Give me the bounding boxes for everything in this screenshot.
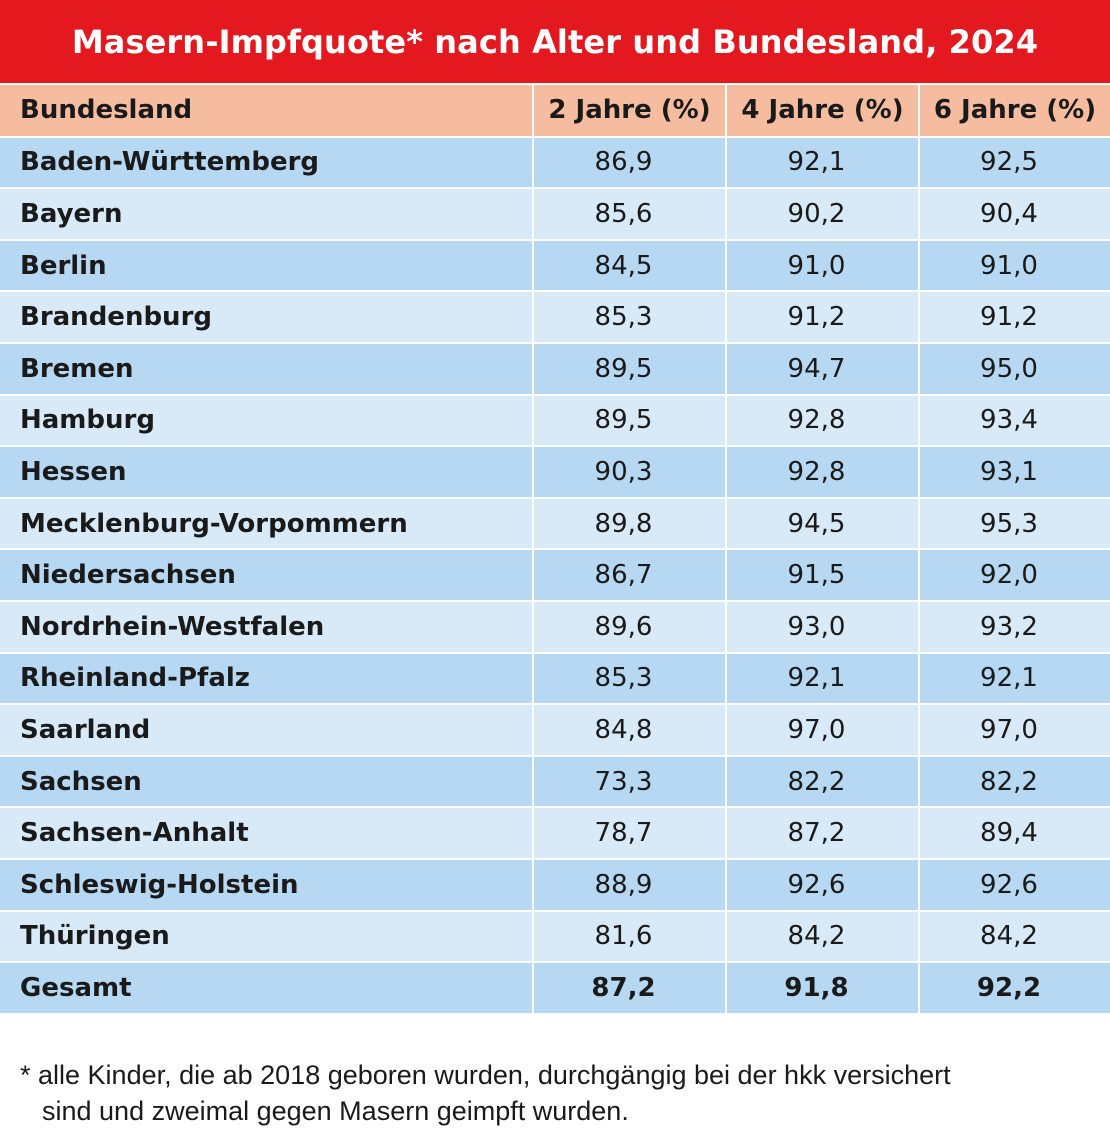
column-header-bundesland: Bundesland <box>0 85 534 138</box>
cell-total-v2: 87,2 <box>533 962 727 1015</box>
cell-bundesland: Sachsen <box>0 755 534 809</box>
cell-bundesland: Niedersachsen <box>0 549 534 602</box>
cell-value-v6: 92,0 <box>919 549 1110 602</box>
cell-value-v4: 91,5 <box>726 549 920 602</box>
cell-value-v6: 93,1 <box>919 446 1110 499</box>
table-row: Rheinland-Pfalz 85,3 92,1 92,1 <box>0 652 1110 706</box>
cell-value-v2: 86,9 <box>533 136 727 190</box>
footnote-line-1: * alle Kinder, die ab 2018 geboren wurde… <box>20 1060 951 1090</box>
cell-value-v2: 89,6 <box>533 600 727 654</box>
cell-total-v4: 91,8 <box>726 962 920 1015</box>
cell-value-v2: 84,8 <box>533 704 727 757</box>
cell-bundesland: Brandenburg <box>0 291 534 344</box>
cell-value-v6: 92,1 <box>919 652 1110 706</box>
table-row: Bremen 89,5 94,7 95,0 <box>0 342 1110 396</box>
cell-value-v6: 93,4 <box>919 394 1110 448</box>
cell-value-v4: 97,0 <box>726 704 920 757</box>
cell-value-v4: 92,1 <box>726 652 920 706</box>
cell-value-v6: 97,0 <box>919 704 1110 757</box>
cell-bundesland: Bayern <box>0 188 534 241</box>
cell-value-v4: 91,2 <box>726 291 920 344</box>
title-bar: Masern-Impfquote* nach Alter und Bundesl… <box>0 0 1110 83</box>
cell-value-v4: 90,2 <box>726 188 920 241</box>
cell-value-v4: 94,5 <box>726 497 920 551</box>
cell-bundesland: Nordrhein-Westfalen <box>0 600 534 654</box>
cell-value-v6: 91,2 <box>919 291 1110 344</box>
cell-value-v2: 88,9 <box>533 858 727 912</box>
cell-value-v6: 95,3 <box>919 497 1110 551</box>
cell-value-v2: 89,5 <box>533 342 727 396</box>
cell-value-v4: 94,7 <box>726 342 920 396</box>
cell-bundesland: Bremen <box>0 342 534 396</box>
cell-value-v2: 90,3 <box>533 446 727 499</box>
cell-value-v4: 82,2 <box>726 755 920 809</box>
cell-value-v2: 85,3 <box>533 291 727 344</box>
cell-value-v2: 78,7 <box>533 807 727 860</box>
cell-value-v6: 82,2 <box>919 755 1110 809</box>
table-row: Bayern 85,6 90,2 90,4 <box>0 188 1110 241</box>
cell-bundesland: Saarland <box>0 704 534 757</box>
footnote-line-2: sind und zweimal gegen Masern geimpft wu… <box>42 1096 629 1126</box>
column-header-2-jahre: 2 Jahre (%) <box>533 85 727 138</box>
column-header-4-jahre: 4 Jahre (%) <box>726 85 920 138</box>
table-row: Sachsen-Anhalt 78,7 87,2 89,4 <box>0 807 1110 860</box>
cell-value-v2: 89,5 <box>533 394 727 448</box>
cell-bundesland: Hamburg <box>0 394 534 448</box>
table-body: Baden-Württemberg 86,9 92,1 92,5 Bayern 85,6 9… <box>0 136 1110 1015</box>
cell-bundesland: Sachsen-Anhalt <box>0 807 534 860</box>
cell-value-v6: 92,6 <box>919 858 1110 912</box>
cell-value-v6: 95,0 <box>919 342 1110 396</box>
cell-value-v4: 92,8 <box>726 394 920 448</box>
cell-value-v4: 84,2 <box>726 910 920 964</box>
table-title: Masern-Impfquote* nach Alter und Bundesl… <box>71 22 1039 61</box>
table-row: Baden-Württemberg 86,9 92,1 92,5 <box>0 136 1110 190</box>
table-row: Saarland 84,8 97,0 97,0 <box>0 704 1110 757</box>
cell-value-v2: 89,8 <box>533 497 727 551</box>
cell-value-v6: 84,2 <box>919 910 1110 964</box>
data-table: Bundesland 2 Jahre (%) 4 Jahre (%) 6 Jah… <box>0 85 1110 1015</box>
cell-value-v6: 93,2 <box>919 600 1110 654</box>
table-row: Brandenburg 85,3 91,2 91,2 <box>0 291 1110 344</box>
table-row: Hamburg 89,5 92,8 93,4 <box>0 394 1110 448</box>
cell-value-v2: 85,3 <box>533 652 727 706</box>
cell-value-v4: 92,8 <box>726 446 920 499</box>
cell-value-v2: 81,6 <box>533 910 727 964</box>
column-header-6-jahre: 6 Jahre (%) <box>919 85 1110 138</box>
total-row: Gesamt 87,2 91,8 92,2 <box>0 962 1110 1015</box>
cell-value-v6: 91,0 <box>919 239 1110 293</box>
cell-bundesland: Rheinland-Pfalz <box>0 652 534 706</box>
table-row: Niedersachsen 86,7 91,5 92,0 <box>0 549 1110 602</box>
cell-bundesland: Thüringen <box>0 910 534 964</box>
cell-value-v4: 93,0 <box>726 600 920 654</box>
table-row: Schleswig-Holstein 88,9 92,6 92,6 <box>0 858 1110 912</box>
cell-total-label: Gesamt <box>0 962 534 1015</box>
cell-value-v2: 73,3 <box>533 755 727 809</box>
cell-value-v6: 90,4 <box>919 188 1110 241</box>
cell-bundesland: Hessen <box>0 446 534 499</box>
table-row: Nordrhein-Westfalen 89,6 93,0 93,2 <box>0 600 1110 654</box>
cell-value-v4: 92,1 <box>726 136 920 190</box>
cell-bundesland: Schleswig-Holstein <box>0 858 534 912</box>
cell-value-v2: 84,5 <box>533 239 727 293</box>
header-row: Bundesland 2 Jahre (%) 4 Jahre (%) 6 Jah… <box>0 85 1110 138</box>
cell-value-v4: 91,0 <box>726 239 920 293</box>
table-row: Thüringen 81,6 84,2 84,2 <box>0 910 1110 964</box>
cell-value-v2: 86,7 <box>533 549 727 602</box>
table-row: Mecklenburg-Vorpommern 89,8 94,5 95,3 <box>0 497 1110 551</box>
footnote: * alle Kinder, die ab 2018 geboren wurde… <box>20 1057 1080 1129</box>
cell-value-v4: 92,6 <box>726 858 920 912</box>
cell-bundesland: Baden-Württemberg <box>0 136 534 190</box>
table-row: Sachsen 73,3 82,2 82,2 <box>0 755 1110 809</box>
table-row: Hessen 90,3 92,8 93,1 <box>0 446 1110 499</box>
cell-bundesland: Mecklenburg-Vorpommern <box>0 497 534 551</box>
table-row: Berlin 84,5 91,0 91,0 <box>0 239 1110 293</box>
cell-total-v6: 92,2 <box>919 962 1110 1015</box>
cell-value-v2: 85,6 <box>533 188 727 241</box>
cell-value-v6: 89,4 <box>919 807 1110 860</box>
cell-value-v4: 87,2 <box>726 807 920 860</box>
cell-bundesland: Berlin <box>0 239 534 293</box>
cell-value-v6: 92,5 <box>919 136 1110 190</box>
